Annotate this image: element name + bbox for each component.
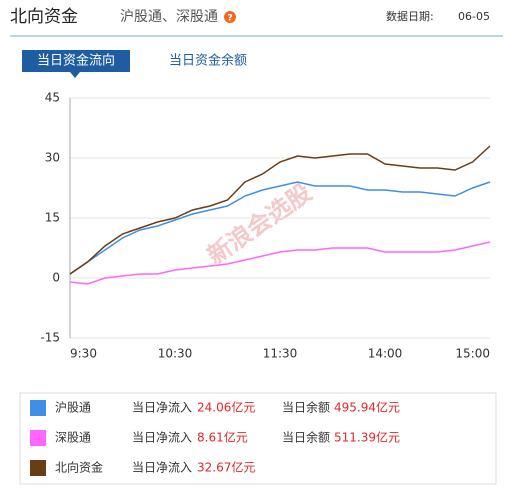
x-tick-label: 10:30 xyxy=(158,347,193,361)
title: 北向资金 xyxy=(10,7,78,27)
legend-swatch xyxy=(30,430,46,446)
series-line xyxy=(69,145,491,275)
y-tick-label: 30 xyxy=(45,151,60,165)
legend-name: 沪股通 xyxy=(55,401,91,415)
legend-swatch xyxy=(30,460,46,476)
subtitle: 沪股通、深股通 xyxy=(120,9,218,25)
tab-pointer xyxy=(70,72,80,78)
legend-name: 深股通 xyxy=(55,431,91,445)
y-tick-label: 0 xyxy=(52,271,60,285)
x-tick-label: 9:30 xyxy=(70,347,97,361)
y-tick-label: -15 xyxy=(40,331,60,345)
balance-value: 511.39亿元 xyxy=(334,430,400,445)
legend-swatch xyxy=(30,400,46,416)
net-label: 当日净流入 xyxy=(132,401,192,415)
net-value: 32.67亿元 xyxy=(197,460,255,475)
date-label: 数据日期: xyxy=(386,9,434,23)
tab[interactable]: 当日资金余额 xyxy=(169,53,247,69)
legend-name: 北向资金 xyxy=(55,460,103,475)
x-tick-label: 11:30 xyxy=(263,347,298,361)
net-value: 8.61亿元 xyxy=(197,430,248,445)
date: 06-05 xyxy=(458,10,490,23)
y-tick-label: 15 xyxy=(45,211,60,225)
active-tab[interactable] xyxy=(22,50,130,72)
help-icon-glyph: ? xyxy=(227,14,232,24)
x-tick-label: 14:00 xyxy=(368,347,403,361)
y-tick-label: 45 xyxy=(45,91,60,105)
x-tick-label: 15:00 xyxy=(455,347,490,361)
balance-label: 当日余额 xyxy=(282,430,330,445)
net-label: 当日净流入 xyxy=(132,431,192,445)
help-icon[interactable] xyxy=(224,11,236,23)
tab[interactable]: 当日资金流向 xyxy=(37,53,115,69)
legend-box xyxy=(19,392,497,485)
net-value: 24.06亿元 xyxy=(197,400,255,415)
balance-label: 当日余额 xyxy=(282,400,330,415)
series-line xyxy=(69,181,491,275)
series-line xyxy=(69,241,491,285)
balance-value: 495.94亿元 xyxy=(334,400,400,415)
net-label: 当日净流入 xyxy=(132,461,192,475)
